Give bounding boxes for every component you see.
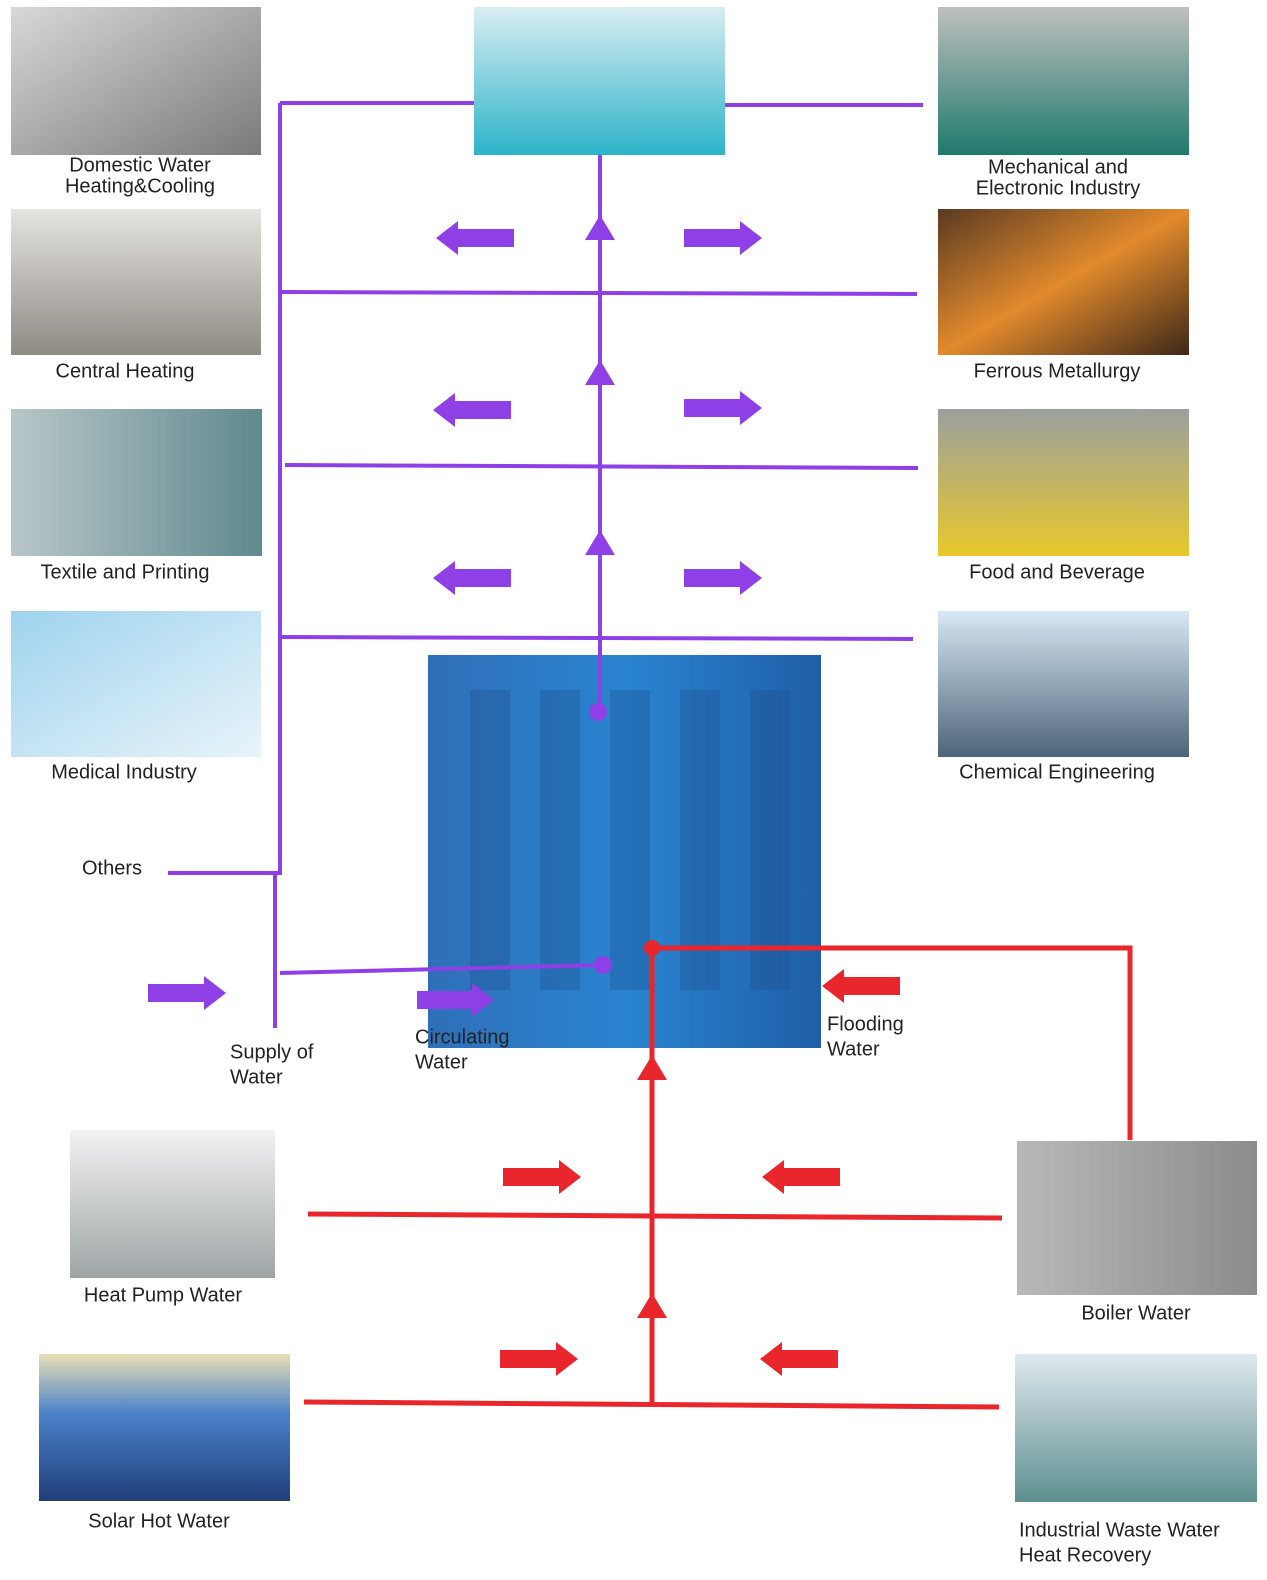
photo bbox=[11, 611, 261, 757]
flow-arrow bbox=[684, 221, 762, 255]
label: Mechanical and bbox=[988, 156, 1128, 178]
flow-arrow bbox=[585, 215, 615, 240]
junction bbox=[594, 956, 612, 974]
flow-arrow bbox=[433, 561, 511, 595]
photo bbox=[938, 209, 1189, 355]
plate bbox=[610, 690, 650, 990]
label: Others bbox=[82, 857, 142, 879]
diagram: Domestic WaterHeating&Cooling Central Hea… bbox=[0, 0, 1267, 1580]
label: Chemical Engineering bbox=[959, 761, 1155, 783]
photo bbox=[1015, 1354, 1257, 1502]
pipe bbox=[275, 103, 280, 1028]
photo bbox=[11, 209, 261, 355]
flow-arrow bbox=[684, 391, 762, 425]
label: Flooding bbox=[827, 1013, 904, 1035]
label: Medical Industry bbox=[51, 761, 197, 783]
pipe bbox=[304, 1402, 999, 1407]
flow-arrow bbox=[500, 1342, 578, 1376]
flow-arrow bbox=[503, 1160, 581, 1194]
photo bbox=[1017, 1141, 1257, 1295]
label: Heating&Cooling bbox=[65, 175, 215, 197]
label: Boiler Water bbox=[1081, 1302, 1191, 1324]
photo bbox=[938, 611, 1189, 757]
photo bbox=[11, 7, 261, 155]
flow-arrow bbox=[822, 969, 900, 1003]
plate bbox=[470, 690, 510, 990]
flow-arrow bbox=[762, 1160, 840, 1194]
flow-arrow bbox=[148, 976, 226, 1010]
label: Supply of bbox=[230, 1041, 314, 1063]
label: Water bbox=[230, 1066, 283, 1088]
photo bbox=[70, 1130, 275, 1278]
label: Water bbox=[827, 1038, 880, 1060]
junction bbox=[644, 940, 660, 956]
junction bbox=[589, 703, 607, 721]
photo bbox=[474, 7, 725, 155]
photo bbox=[39, 1354, 290, 1501]
label: Heat Recovery bbox=[1019, 1544, 1151, 1566]
plate bbox=[680, 690, 720, 990]
label: Solar Hot Water bbox=[88, 1510, 230, 1532]
photos bbox=[11, 7, 1257, 1502]
flow-arrow bbox=[433, 393, 511, 427]
pipe bbox=[308, 1214, 1002, 1218]
label: Industrial Waste Water bbox=[1019, 1519, 1220, 1541]
flow-arrow bbox=[436, 221, 514, 255]
photo bbox=[11, 409, 262, 556]
flow-arrow bbox=[585, 360, 615, 385]
label: Central Heating bbox=[56, 360, 195, 382]
label: Textile and Printing bbox=[41, 561, 210, 583]
label: Electronic Industry bbox=[976, 177, 1141, 199]
label: Circulating bbox=[415, 1026, 509, 1048]
plate bbox=[540, 690, 580, 990]
flow-arrow bbox=[637, 1055, 667, 1080]
label: Heat Pump Water bbox=[84, 1284, 243, 1306]
label: Ferrous Metallurgy bbox=[974, 360, 1141, 382]
label: Domestic Water bbox=[69, 154, 211, 176]
label: Water bbox=[415, 1051, 468, 1073]
photo bbox=[938, 7, 1189, 155]
plate bbox=[750, 690, 790, 990]
flow-arrow bbox=[585, 530, 615, 555]
page: Domestic WaterHeating&Cooling Central Hea… bbox=[0, 0, 1267, 1580]
flow-arrow bbox=[684, 561, 762, 595]
flow-arrow bbox=[760, 1342, 838, 1376]
label: Food and Beverage bbox=[969, 561, 1145, 583]
photo bbox=[938, 409, 1189, 556]
pipe bbox=[280, 637, 913, 639]
flow-arrow bbox=[637, 1293, 667, 1318]
